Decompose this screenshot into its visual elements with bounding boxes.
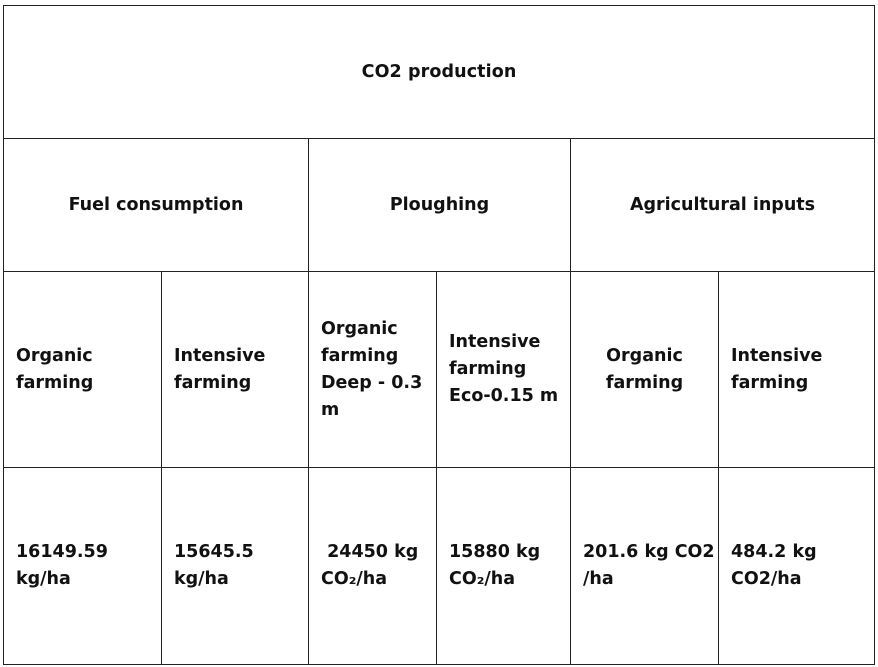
value-line: 24450 kg xyxy=(321,542,419,562)
value-line: CO₂/ha xyxy=(321,569,388,589)
value-line: 201.6 kg CO2 xyxy=(583,542,715,562)
value-fuel-organic: 16149.59 kg/ha xyxy=(3,467,162,665)
subheader-line: farming xyxy=(174,372,252,393)
value-line: kg/ha xyxy=(174,569,229,589)
group-header-ploughing: Ploughing xyxy=(308,138,571,272)
subheader-line: farming xyxy=(16,372,94,393)
subheader-line: Intensive xyxy=(731,345,823,366)
value-line: CO₂/ha xyxy=(449,569,516,589)
table-title: CO2 production xyxy=(2,5,876,139)
subheader-line: Organic xyxy=(321,318,398,339)
subheader-line: farming xyxy=(449,359,527,379)
value-line: 15645.5 xyxy=(174,542,254,562)
value-ploughing-organic: 24450 kg CO₂/ha xyxy=(308,467,437,665)
subheader-line: Organic xyxy=(16,345,93,366)
subheader-line: m xyxy=(321,399,340,420)
group-header-agricultural-inputs: Agricultural inputs xyxy=(569,138,876,272)
subheader-line: Deep - 0.3 xyxy=(321,372,423,393)
subheader-ploughing-organic: Organic farming Deep - 0.3 m xyxy=(308,271,437,468)
subheader-line: Intensive xyxy=(449,332,541,352)
value-line: kg/ha xyxy=(16,569,71,589)
subheader-line: Organic xyxy=(606,345,683,366)
value-line: CO2/ha xyxy=(731,569,802,589)
value-line: 484.2 kg xyxy=(731,542,817,562)
subheader-ploughing-intensive: Intensive farming Eco-0.15 m xyxy=(436,271,571,468)
subheader-row: Organic farming Intensive farming Organi… xyxy=(3,271,876,468)
value-fuel-intensive: 15645.5 kg/ha xyxy=(161,467,309,665)
value-line: /ha xyxy=(583,569,614,589)
subheader-line: farming xyxy=(605,372,684,393)
group-header-row: Fuel consumption Ploughing Agricultural … xyxy=(3,138,876,272)
subheader-fuel-intensive: Intensive farming xyxy=(161,271,309,468)
values-row: 16149.59 kg/ha 15645.5 kg/ha 24450 kg CO… xyxy=(3,467,876,665)
subheader-inputs-organic: Organic farming xyxy=(570,271,719,468)
co2-production-table: CO2 production Fuel consumption Ploughin… xyxy=(2,5,876,665)
value-ploughing-intensive: 15880 kg CO₂/ha xyxy=(436,467,571,665)
subheader-inputs-intensive: Intensive farming xyxy=(717,271,876,468)
subheader-fuel-organic: Organic farming xyxy=(3,271,162,468)
subheader-line: Intensive xyxy=(174,345,266,366)
group-header-fuel-consumption: Fuel consumption xyxy=(3,138,309,272)
value-line: 15880 kg xyxy=(449,542,541,562)
value-inputs-organic: 201.6 kg CO2 /ha xyxy=(570,467,719,665)
subheader-line: Eco-0.15 m xyxy=(449,386,559,406)
subheader-line: farming xyxy=(321,345,399,366)
subheader-line: farming xyxy=(731,372,809,393)
value-line: 16149.59 xyxy=(16,542,108,562)
value-inputs-intensive: 484.2 kg CO2/ha xyxy=(717,467,876,665)
title-row: CO2 production xyxy=(2,5,876,139)
